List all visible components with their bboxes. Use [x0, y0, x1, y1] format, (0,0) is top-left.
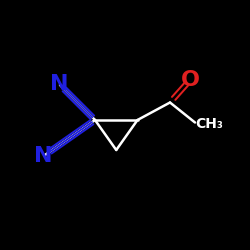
Text: O: O — [180, 70, 200, 90]
Text: N: N — [50, 74, 68, 94]
Text: N: N — [34, 146, 53, 166]
Text: CH₃: CH₃ — [196, 117, 224, 131]
